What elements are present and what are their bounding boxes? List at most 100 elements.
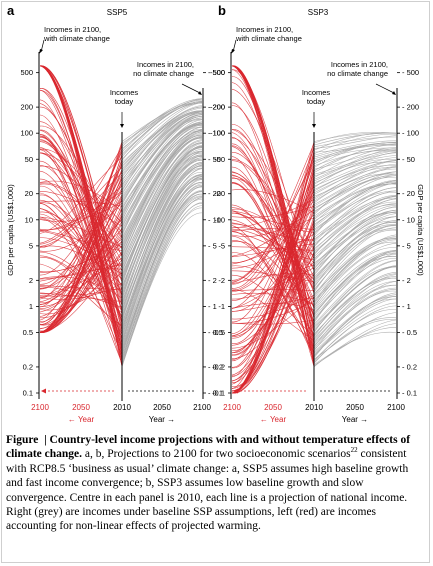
with-climate-change-line [39, 235, 123, 326]
with-climate-change-line [231, 241, 315, 315]
with-climate-change-line [39, 185, 123, 247]
no-climate-change-line [313, 155, 397, 177]
no-climate-change-line [313, 166, 397, 197]
arrow-head [231, 49, 235, 54]
no-climate-change-line [313, 142, 397, 158]
no-climate-change-line [313, 149, 397, 170]
arrow-head [39, 49, 43, 54]
no-climate-change-line [121, 167, 203, 322]
with-climate-change-line [39, 167, 123, 244]
no-climate-change-line [313, 292, 397, 353]
arrow-head [233, 388, 238, 394]
y-tick-label-right: - 0.1 [402, 389, 417, 398]
no-climate-change-line [121, 164, 203, 315]
with-climate-change-line [39, 136, 123, 296]
y-tick-label: -0.2 [212, 362, 225, 371]
no-climate-change-line [121, 123, 203, 223]
y-tick-label: -500 [210, 68, 225, 77]
no-climate-change-line [313, 238, 397, 299]
no-climate-change-line [313, 236, 397, 294]
no-climate-change-line [121, 114, 203, 194]
no-climate-change-line [121, 118, 203, 195]
with-climate-change-line [39, 245, 123, 285]
y-tick-label-right: - 10 [208, 215, 221, 224]
annotation-incomes-today: Incomes today [302, 88, 331, 106]
y-tick-label-right: - 20 [402, 189, 415, 198]
arrow-head [41, 388, 46, 394]
with-climate-change-line [39, 213, 123, 329]
no-climate-change-line [121, 202, 203, 364]
no-climate-change-line [313, 289, 397, 349]
right-axis-title: Year → [342, 415, 368, 424]
with-climate-change-line [39, 156, 123, 234]
no-climate-change-line [313, 319, 397, 365]
with-climate-change-line [231, 235, 315, 336]
no-climate-change-line [313, 265, 397, 328]
with-climate-change-line [231, 292, 315, 305]
no-climate-change-line [121, 136, 203, 246]
annotation-no-climate-change: Incomes in 2100, no climate change [327, 60, 388, 78]
with-climate-change-line [231, 197, 315, 339]
panel-a-scenario: SSP5 [107, 8, 128, 17]
with-climate-change-line [231, 146, 315, 394]
with-climate-change-line [39, 165, 123, 309]
no-climate-change-line [121, 121, 203, 207]
with-climate-change-line [39, 90, 123, 351]
no-climate-change-line [313, 136, 397, 148]
no-climate-change-line [313, 228, 397, 284]
with-climate-change-line [231, 143, 315, 282]
with-climate-change-line [231, 245, 315, 382]
caption-title: Country-level income projections with an… [6, 434, 411, 461]
y-tick-label: -200 [210, 103, 225, 112]
y-tick-label: -100 [210, 129, 225, 138]
no-climate-change-line [313, 190, 397, 232]
figure-caption: Figure | Country-level income projection… [6, 434, 411, 533]
no-climate-change-line [313, 183, 397, 219]
y-tick-label: 0.1 [23, 389, 33, 398]
no-climate-change-line [313, 132, 397, 142]
no-climate-change-line [121, 142, 203, 267]
no-climate-change-line [313, 281, 397, 346]
no-climate-change-line [121, 98, 203, 148]
no-climate-change-line [121, 110, 203, 172]
arrow-head [392, 91, 396, 95]
no-climate-change-line [121, 163, 203, 311]
with-climate-change-line [39, 153, 123, 333]
no-climate-change-line [313, 157, 397, 187]
no-climate-change-line [313, 273, 397, 335]
no-climate-change-lines [121, 98, 203, 367]
no-climate-change-line [313, 216, 397, 278]
no-climate-change-line [121, 146, 203, 275]
no-climate-change-line [313, 173, 397, 204]
no-climate-change-line [313, 239, 397, 306]
x-tick-label: 2050 [264, 403, 282, 412]
no-climate-change-line [313, 237, 397, 297]
with-climate-change-line [231, 88, 315, 271]
no-climate-change-line [313, 140, 397, 156]
x-tick-label: 2010 [305, 403, 323, 412]
no-climate-change-line [313, 323, 397, 366]
axes [230, 52, 398, 401]
y-tick-label: -2 [218, 276, 225, 285]
no-climate-change-line [121, 212, 203, 367]
with-climate-change-line [231, 272, 315, 284]
no-climate-change-line [121, 183, 203, 348]
y-tick-label: 200 [20, 103, 33, 112]
y-tick-labels: -500- 500-200- 200-100- 100-50- 50-20- 2… [210, 68, 419, 397]
no-climate-change-line [121, 175, 203, 329]
no-climate-change-line [121, 105, 203, 166]
with-climate-change-line [39, 146, 123, 248]
no-climate-change-line [313, 312, 397, 360]
no-climate-change-line [313, 175, 397, 220]
no-climate-change-line [313, 277, 397, 339]
caption-ref: 22 [350, 446, 358, 455]
y-tick-label-right: - 500 [402, 68, 419, 77]
x-axis: 2100 2050 2010 2050 2100 ← Year Year → [31, 388, 211, 424]
y-tick-label-right: - 500 [208, 68, 225, 77]
with-climate-change-line [231, 145, 315, 322]
no-climate-change-line [313, 171, 397, 207]
with-climate-change-line [39, 216, 123, 248]
no-climate-change-line [313, 258, 397, 318]
no-climate-change-line [121, 114, 203, 190]
no-climate-change-line [313, 147, 397, 161]
